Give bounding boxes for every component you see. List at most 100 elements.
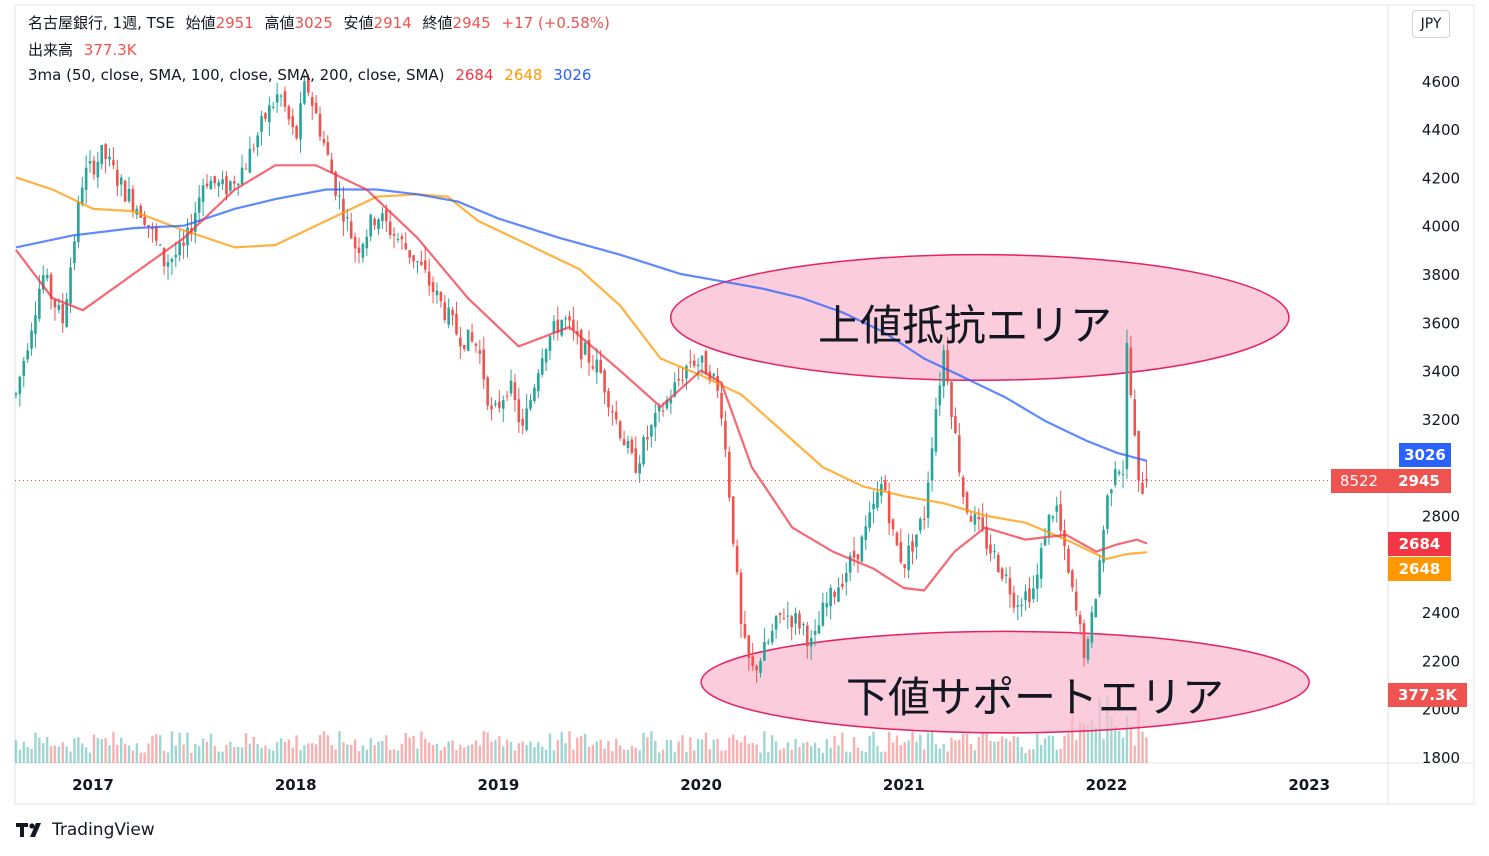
volume-bar <box>1137 710 1140 763</box>
volume-bar <box>170 731 174 763</box>
candle-body <box>14 393 18 395</box>
candle-body <box>349 221 353 239</box>
candle-body <box>981 517 984 529</box>
candle-body <box>692 360 696 366</box>
candle-body <box>1051 516 1055 519</box>
candle-body <box>365 236 369 249</box>
candle-body <box>158 244 162 246</box>
volume-bar <box>595 741 598 763</box>
candle-body <box>724 420 727 450</box>
candle-body <box>357 247 361 254</box>
volume-bar <box>899 745 903 763</box>
volume-bar <box>813 742 817 763</box>
candle-body <box>100 145 104 165</box>
candle-body <box>182 242 185 246</box>
volume-bar <box>463 747 466 763</box>
candle-body <box>41 275 45 290</box>
candle-body <box>813 630 817 635</box>
volume-bar <box>973 750 977 763</box>
candle-body <box>809 638 813 647</box>
volume-bar <box>139 752 142 763</box>
brand-label: TradingView <box>52 820 155 840</box>
volume-bar <box>533 747 536 763</box>
candle-body <box>225 176 228 195</box>
tradingview-logo[interactable]: TradingView <box>16 820 155 840</box>
volume-bar <box>735 739 739 763</box>
candle-body <box>1059 504 1062 531</box>
candle-body <box>88 161 92 164</box>
volume-bar <box>669 740 673 763</box>
volume-bar <box>135 743 139 763</box>
currency-button[interactable]: JPY <box>1412 10 1450 38</box>
symbol-label[interactable]: 名古屋銀行, 1週, TSE <box>28 14 175 32</box>
volume-bar <box>307 743 310 763</box>
volume-bar <box>256 743 259 763</box>
candle-body <box>57 305 61 310</box>
x-tick-label: 2021 <box>883 776 925 794</box>
candle-body <box>864 526 868 540</box>
annotation-resistance[interactable]: 上値抵抗エリア <box>818 301 1113 350</box>
ma-label[interactable]: 3ma (50, close, SMA, 100, close, SMA, 20… <box>28 66 445 84</box>
volume-bar <box>104 738 107 763</box>
candle-body <box>283 91 287 107</box>
volume-bar <box>81 743 84 763</box>
volume-bar <box>373 745 376 763</box>
candle-body <box>1000 568 1004 579</box>
volume-bar <box>1071 703 1074 763</box>
candle-body <box>1098 560 1101 595</box>
volume-bar <box>724 750 727 763</box>
candle-body <box>287 106 291 120</box>
volume-bar <box>1125 715 1129 763</box>
volume-bar <box>26 747 29 763</box>
volume-bar <box>837 745 840 763</box>
volume-bar <box>985 733 988 763</box>
volume-bar <box>564 743 567 763</box>
volume-bar <box>326 735 330 763</box>
volume-bar <box>77 737 80 763</box>
candle-body <box>377 219 380 230</box>
candle-body <box>1110 489 1113 494</box>
candle-body <box>451 310 454 316</box>
candle-body <box>743 624 747 638</box>
volume-bar <box>1102 739 1105 763</box>
ma200-line <box>15 188 1148 462</box>
volume-bar <box>49 746 53 763</box>
volume-bar <box>357 751 361 763</box>
candle-body <box>533 387 536 402</box>
volume-label[interactable]: 出来高 <box>28 41 74 59</box>
annotation-support[interactable]: 下値サポートエリア <box>846 673 1225 722</box>
volume-bar <box>1133 745 1136 763</box>
volume-bar <box>809 746 813 763</box>
candle-body <box>264 113 267 119</box>
candle-body <box>583 342 587 355</box>
candle-body <box>969 516 973 522</box>
volume-bar <box>1141 731 1144 763</box>
volume-bar <box>848 752 852 763</box>
volume-bar <box>1117 730 1121 763</box>
volume-bar <box>915 741 918 763</box>
candle-body <box>310 97 314 106</box>
candle-body <box>872 503 875 510</box>
candle-body <box>821 602 825 626</box>
candle-body <box>498 401 501 408</box>
candle-body <box>443 302 447 320</box>
volume-bar <box>751 743 754 763</box>
candle-body <box>907 545 910 571</box>
candle-body <box>1145 479 1148 481</box>
candle-body <box>712 373 716 376</box>
candle-body <box>770 630 774 643</box>
candles <box>14 73 1148 683</box>
candle-body <box>922 518 926 520</box>
volume-bar <box>225 744 228 763</box>
candle-body <box>529 399 532 409</box>
candle-body <box>747 635 751 659</box>
candle-body <box>607 390 610 408</box>
tag-countdown: 8522 <box>1331 469 1387 493</box>
volume-bar <box>954 740 957 763</box>
candle-body <box>435 290 439 296</box>
volume-bar <box>560 731 563 763</box>
candle-body <box>669 398 673 404</box>
volume-bar <box>303 745 306 763</box>
candle-body <box>735 545 739 573</box>
